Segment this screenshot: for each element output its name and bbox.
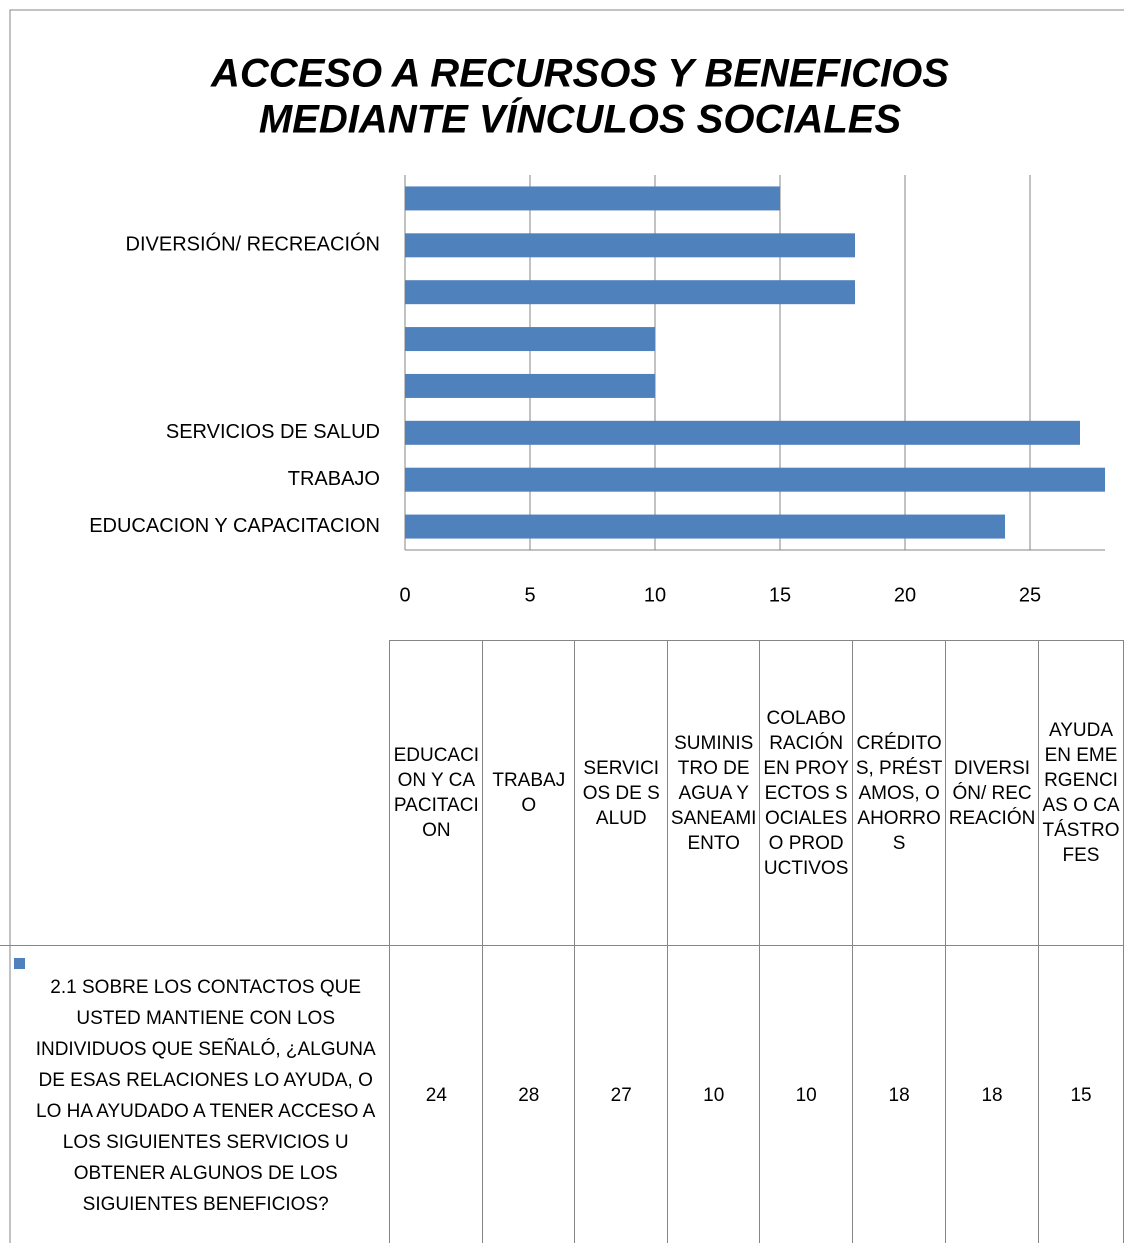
value-cell: 24: [389, 945, 484, 1243]
x-tick-label: 20: [894, 584, 916, 606]
bar: [405, 327, 655, 352]
y-tick-label: DIVERSIÓN/ RECREACIÓN: [126, 233, 380, 256]
blank-cell: [0, 640, 391, 946]
value-cell: 28: [482, 945, 576, 1243]
value-cell: 10: [667, 945, 761, 1243]
bar: [405, 186, 780, 211]
chart-title: MEDIANTE VÍNCULOS SOCIALES: [259, 97, 902, 142]
bar: [405, 514, 1005, 539]
value-cell: 27: [574, 945, 669, 1243]
category-header: CRÉDITOS, PRÉSTAMOS, O AHORROS: [852, 640, 947, 946]
data-table: EDUCACION Y CAPACITACION TRABAJO SERVICIOS…: [0, 640, 1124, 1243]
bar: [405, 420, 1080, 445]
category-header: TRABAJO: [482, 640, 576, 946]
bar: [405, 373, 655, 398]
value-cell: 18: [852, 945, 947, 1243]
value-cell: 15: [1038, 945, 1124, 1243]
category-header: COLABORACIÓN EN PROYECTOS SOCIALES O PRO…: [759, 640, 854, 946]
value-cell: 18: [945, 945, 1040, 1243]
category-header: DIVERSIÓN/ RECREACIÓN: [945, 640, 1040, 946]
y-tick-label: SERVICIOS DE SALUD: [166, 421, 380, 443]
bar: [405, 280, 855, 305]
x-tick-label: 5: [524, 584, 535, 606]
chart-title: ACCESO A RECURSOS Y BENEFICIOS: [210, 52, 949, 96]
legend-label: 2.1 SOBRE LOS CONTACTOS QUE USTED MANTIE…: [35, 976, 376, 1215]
x-tick-label: 15: [769, 584, 791, 606]
category-header: EDUCACION Y CAPACITACION: [389, 640, 484, 946]
x-tick-label: 0: [399, 584, 410, 606]
bar: [405, 233, 855, 258]
value-cell: 10: [759, 945, 854, 1243]
x-tick-label: 10: [644, 584, 666, 606]
category-header: SUMINISTRO DE AGUA Y SANEAMIENTO: [667, 640, 761, 946]
y-tick-label: TRABAJO: [288, 468, 380, 490]
series-name-cell: 2.1 SOBRE LOS CONTACTOS QUE USTED MANTIE…: [0, 945, 391, 1243]
legend-swatch: [14, 958, 25, 969]
y-tick-label: EDUCACION Y CAPACITACION: [89, 515, 380, 537]
bar: [405, 467, 1105, 492]
category-header: SERVICIOS DE SALUD: [574, 640, 669, 946]
x-tick-label: 25: [1019, 584, 1041, 606]
chart-border: [9, 9, 1124, 1243]
category-header: AYUDA EN EMERGENCIAS O CATÁSTROFES: [1038, 640, 1124, 946]
